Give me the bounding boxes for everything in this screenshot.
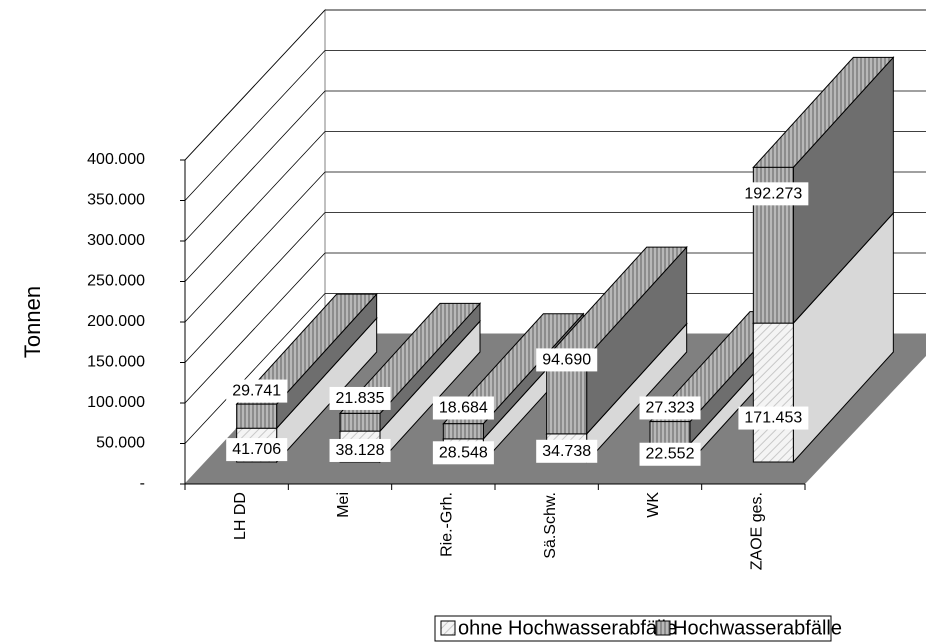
y-tick-label: 100.000 xyxy=(87,394,145,411)
y-tick-label: 150.000 xyxy=(87,354,145,371)
value-label-box xyxy=(639,442,701,466)
legend-box xyxy=(434,615,832,642)
bar-front xyxy=(649,421,691,445)
grid-line xyxy=(184,293,326,444)
value-label-box xyxy=(226,438,288,462)
x-tick-label: Rie.-Grh. xyxy=(439,492,456,557)
y-tick-label: - xyxy=(140,475,145,492)
value-label: 27.323 xyxy=(646,399,695,416)
value-label: 38.128 xyxy=(336,442,385,459)
grid-line xyxy=(184,9,326,161)
value-label: 29.741 xyxy=(232,383,281,400)
bar-front xyxy=(752,322,794,463)
bar-front xyxy=(442,423,484,440)
value-label-box xyxy=(432,396,494,420)
value-label-box xyxy=(536,348,598,372)
value-label: 28.548 xyxy=(439,444,488,461)
grid-line xyxy=(184,212,326,363)
value-label: 18.684 xyxy=(439,400,488,417)
y-tick-label: 50.000 xyxy=(96,435,145,452)
y-tick-label: 300.000 xyxy=(87,232,145,249)
value-label: 22.552 xyxy=(646,446,695,463)
legend-swatch xyxy=(655,620,671,636)
bar-segment xyxy=(235,292,378,430)
x-tick-label: Mei xyxy=(335,492,352,518)
y-tick-label: 400.000 xyxy=(87,151,145,168)
y-tick-label: 350.000 xyxy=(87,192,145,209)
bar-front xyxy=(236,403,278,429)
grid-line xyxy=(184,50,326,201)
y-axis-title: Tonnen xyxy=(20,286,45,358)
value-label-box xyxy=(639,396,701,420)
y-tick-label: 250.000 xyxy=(87,273,145,290)
value-label: 21.835 xyxy=(336,390,385,407)
legend-label: Hochwasserabfälle xyxy=(673,617,842,639)
value-label-box xyxy=(536,439,598,463)
x-tick-label: ZAOE ges. xyxy=(749,492,766,570)
legend-label: ohne Hochwasserabfälle xyxy=(458,617,677,639)
bar-segment xyxy=(338,302,482,433)
x-tick-label: Sä.Schw. xyxy=(542,492,559,559)
legend-swatch xyxy=(440,620,456,636)
x-tick-label: WK xyxy=(645,492,662,518)
value-label: 192.273 xyxy=(744,185,802,202)
grid-line xyxy=(184,252,326,404)
value-label-box xyxy=(432,441,494,465)
value-label: 41.706 xyxy=(232,441,281,458)
grid-line xyxy=(184,171,326,323)
value-label-box xyxy=(738,182,809,206)
value-label-box xyxy=(226,379,288,403)
bar-front xyxy=(339,412,381,432)
value-label-box xyxy=(329,438,391,462)
legend: ohne Hochwasserabfälle Hochwasserabfälle xyxy=(434,615,842,642)
value-label: 94.690 xyxy=(542,351,591,368)
y-tick-label: 200.000 xyxy=(87,313,145,330)
value-label-box xyxy=(329,386,391,410)
value-label-box xyxy=(738,406,809,430)
grid-line xyxy=(184,90,326,242)
x-tick-label: LH DD xyxy=(232,492,249,540)
value-label: 171.453 xyxy=(744,410,802,427)
grid-line xyxy=(184,131,326,282)
value-label: 34.738 xyxy=(542,443,591,460)
